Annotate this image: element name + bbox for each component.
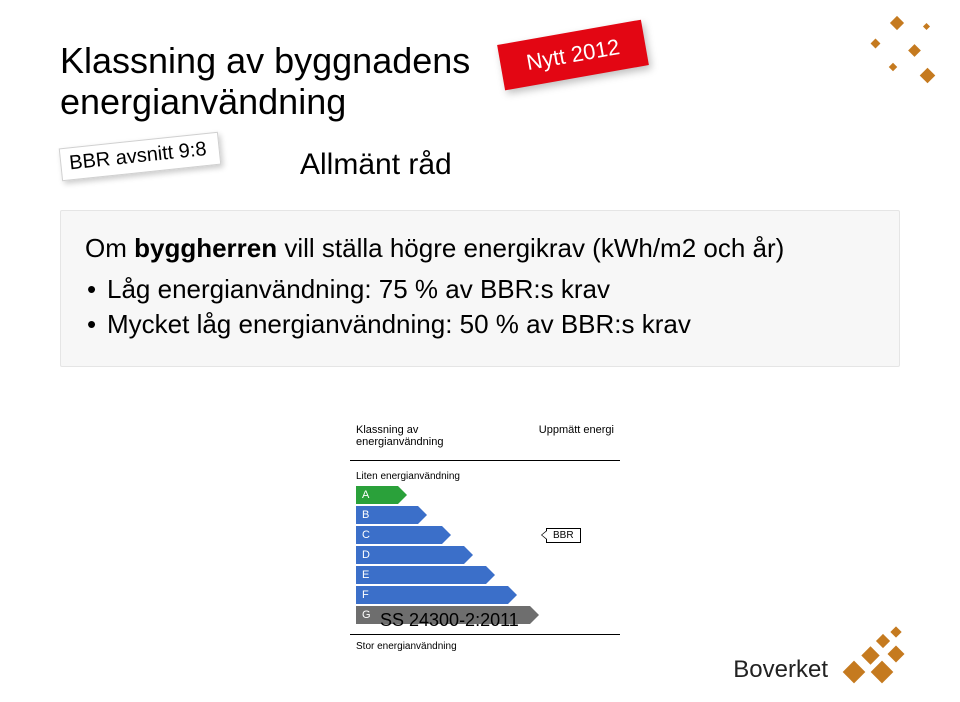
- diagram-caption: SS 24300-2:2011: [380, 610, 519, 631]
- logo-text: Boverket: [733, 656, 828, 684]
- subheading: Allmänt råd: [300, 148, 452, 182]
- rating-row: F: [356, 586, 614, 604]
- lead-bold: byggherren: [134, 233, 277, 263]
- rating-arrow: E: [356, 566, 486, 584]
- diagram-header-right: Uppmätt energi: [539, 424, 614, 448]
- title-line-2: energianvändning: [60, 81, 346, 122]
- page-title: Klassning av byggnadens energianvändning: [60, 40, 900, 123]
- lead-prefix: Om: [85, 233, 134, 263]
- content-box: Om byggherren vill ställa högre energikr…: [60, 210, 900, 367]
- rating-arrow: B: [356, 506, 418, 524]
- bbr-section-tag: BBR avsnitt 9:8: [59, 132, 221, 182]
- rating-row: B: [356, 506, 614, 524]
- lead-suffix: vill ställa högre energikrav (kWh/m2 och…: [277, 233, 784, 263]
- rating-arrow: D: [356, 546, 464, 564]
- bbr-pointer: BBR: [546, 528, 581, 543]
- rating-row: D: [356, 546, 614, 564]
- rating-arrow: A: [356, 486, 398, 504]
- rating-arrow: C: [356, 526, 442, 544]
- bullet-item: Låg energianvändning: 75 % av BBR:s krav: [85, 272, 875, 307]
- title-line-1: Klassning av byggnadens: [60, 40, 470, 81]
- decorative-dots: [832, 10, 942, 100]
- diagram-bottom-label: Stor energianvändning: [350, 635, 620, 658]
- rating-arrow: F: [356, 586, 508, 604]
- diagram-top-label: Liten energianvändning: [356, 471, 614, 482]
- logo-dots-icon: [840, 624, 910, 684]
- boverket-logo: Boverket: [733, 624, 910, 684]
- rating-row: E: [356, 566, 614, 584]
- bullet-item: Mycket låg energianvändning: 50 % av BBR…: [85, 307, 875, 342]
- diagram-header: Klassning av energianvändning Uppmätt en…: [350, 420, 620, 461]
- rating-row: C BBR: [356, 526, 614, 544]
- diagram-body: Liten energianvändning ABCBBRDEFG: [350, 461, 620, 635]
- lead-text: Om byggherren vill ställa högre energikr…: [85, 231, 875, 266]
- rating-row: A: [356, 486, 614, 504]
- diagram-header-left: Klassning av energianvändning: [356, 424, 476, 448]
